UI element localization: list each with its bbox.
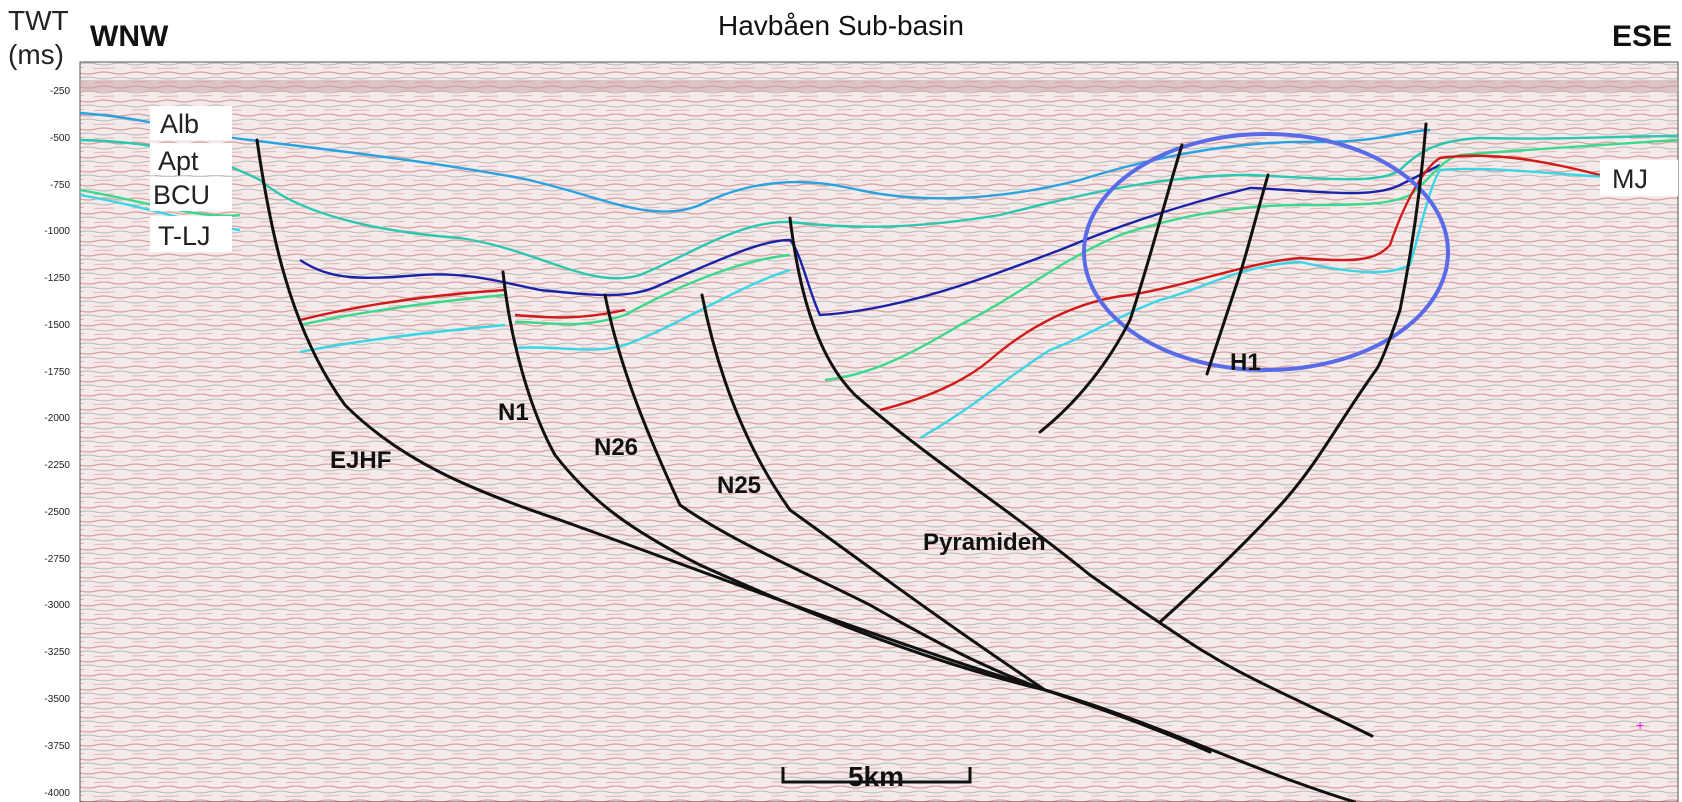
label-t-lj: T-LJ — [158, 221, 211, 251]
fault-pyramiden — [788, 216, 1374, 738]
ytick-label: -1250 — [44, 273, 70, 284]
label-bcu: BCU — [153, 180, 210, 210]
yaxis-title: TWT (ms) — [8, 4, 69, 72]
yaxis-title-line2: (ms) — [8, 39, 64, 70]
label-mj: MJ — [1612, 164, 1648, 194]
horizon-labels: Alb Apt BCU T-LJ MJ — [150, 106, 1678, 252]
direction-right: ESE — [1611, 20, 1672, 53]
ytick-label: -2250 — [44, 460, 70, 471]
ytick-label: -2750 — [44, 554, 70, 565]
label-pyramiden: Pyramiden — [923, 529, 1046, 556]
ytick-label: -1500 — [44, 320, 70, 331]
direction-left: WNW — [90, 20, 169, 53]
ytick-label: -2000 — [44, 413, 70, 424]
scale-bar-label: 5km — [848, 761, 904, 792]
label-ejhf: EJHF — [330, 447, 391, 474]
horizon-red — [299, 154, 1678, 412]
ytick-label: -2500 — [44, 507, 70, 518]
h1-highlight-ellipse — [1082, 132, 1450, 372]
fault-labels: EJHF N1 N26 N25 Pyramiden H1 — [330, 349, 1261, 556]
ytick-label: -3500 — [44, 694, 70, 705]
label-apt: Apt — [158, 146, 199, 176]
label-n26: N26 — [594, 434, 638, 461]
ytick-label: -3250 — [44, 647, 70, 658]
ytick-label: -1000 — [44, 226, 70, 237]
ytick-label: -250 — [50, 86, 70, 97]
fault-n1 — [501, 270, 1357, 802]
horizon-bcu — [299, 163, 1441, 317]
ytick-label: -500 — [50, 133, 70, 144]
fault-n25 — [700, 293, 1047, 692]
scale-bar: 5km — [781, 761, 972, 792]
fault-mj — [1158, 122, 1428, 624]
seismic-panel — [79, 61, 1679, 802]
fault-h1-east — [1205, 173, 1270, 376]
fault-n26 — [603, 293, 1047, 692]
horizon-alb — [80, 111, 1431, 213]
ytick-label: -750 — [50, 180, 70, 191]
label-n1: N1 — [498, 399, 529, 426]
seafloor-band — [80, 80, 1678, 92]
fault-h1-west — [1038, 143, 1184, 434]
yaxis-title-line1: TWT — [8, 5, 69, 36]
marker-plus: + — [1636, 717, 1644, 733]
label-h1: H1 — [1230, 349, 1261, 376]
ytick-label: -3000 — [44, 600, 70, 611]
section-title: Havbåen Sub-basin — [718, 10, 964, 41]
yaxis: -250 -500 -750 -1000 -1250 -1500 -1750 -… — [44, 86, 70, 799]
label-n25: N25 — [717, 472, 761, 499]
horizon-cyan — [80, 167, 1678, 440]
ytick-label: -3750 — [44, 741, 70, 752]
ytick-label: -1750 — [44, 367, 70, 378]
ytick-label: -4000 — [44, 788, 70, 799]
label-alb: Alb — [160, 109, 199, 139]
horizon-apt — [80, 134, 1678, 280]
